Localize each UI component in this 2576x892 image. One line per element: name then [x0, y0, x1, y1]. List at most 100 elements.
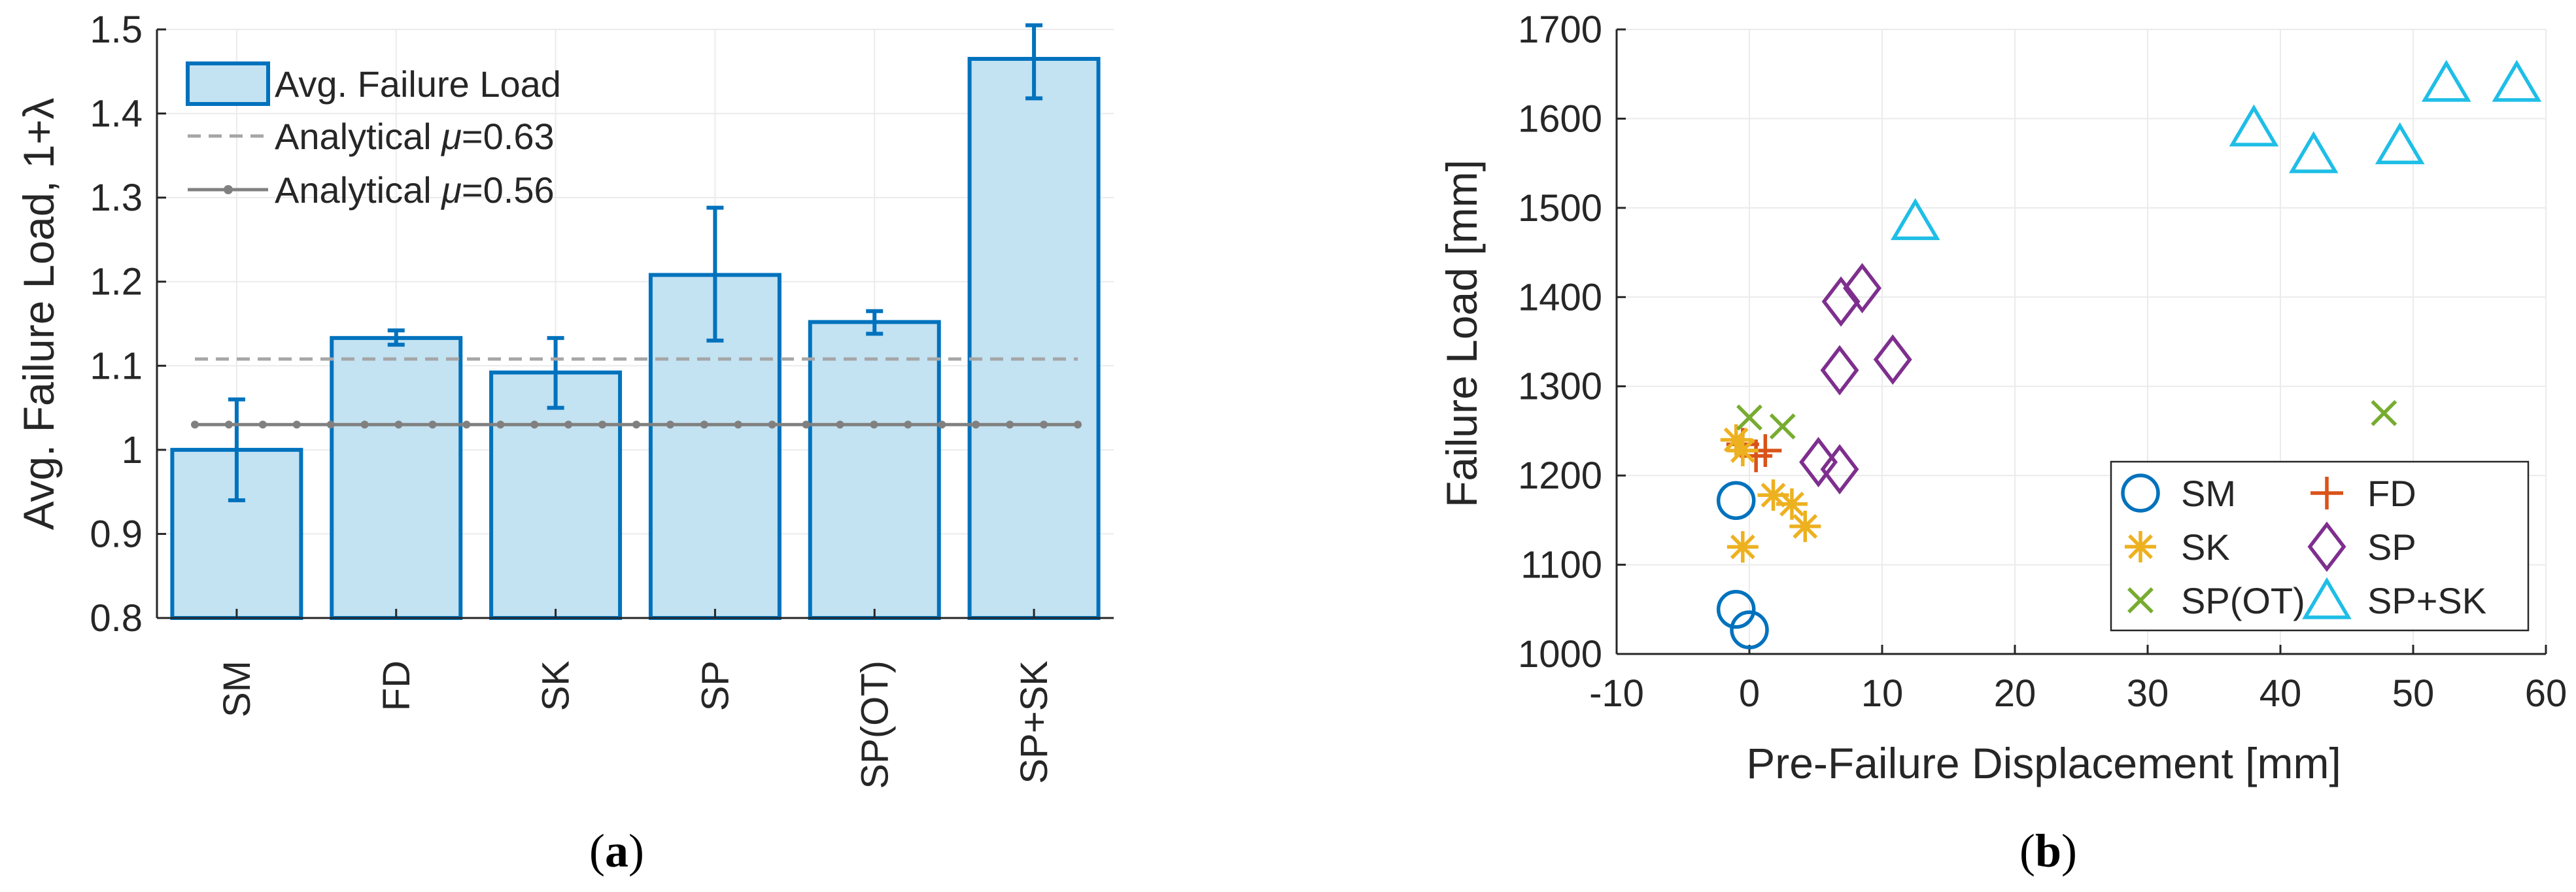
- marker-diamond: [1820, 444, 1859, 495]
- a-refline-dot: [292, 420, 301, 429]
- a-refline-dot: [802, 420, 810, 429]
- marker-stroke: [2371, 400, 2397, 426]
- b-x-tick-50: 50: [2392, 672, 2435, 715]
- marker-stroke: [1730, 534, 1755, 560]
- marker-diamond: [1820, 345, 1859, 396]
- b-x-tick-10: -10: [1589, 672, 1644, 715]
- marker-diamond: [1843, 263, 1882, 314]
- caption-a-close: ): [628, 825, 644, 877]
- b-legend-label-sm: SM: [2181, 473, 2236, 514]
- a-refline-dot: [326, 420, 335, 429]
- b-x-tick-30: 30: [2127, 672, 2169, 715]
- a-refline-dot: [632, 420, 640, 429]
- b-axes: [1615, 28, 2547, 655]
- a-legend-label-solid: Analytical μ=0.56: [275, 169, 555, 211]
- b-x-tick-20: 20: [1994, 672, 2036, 715]
- marker-triangle: [1890, 197, 1940, 241]
- marker-triangle: [2302, 577, 2352, 619]
- b-point-sp-sk-6: [2492, 60, 2542, 102]
- a-refline-dot: [496, 420, 505, 429]
- b-point-sp-ot-2: [1769, 413, 1796, 440]
- b-x-axis-label: Pre-Failure Displacement [mm]: [1746, 739, 2341, 787]
- b-x-tick-40: 40: [2259, 672, 2302, 715]
- a-refline-dot: [191, 420, 199, 429]
- a-y-tick-1-1: 1.1: [90, 345, 143, 387]
- b-y-tick-1600: 1600: [1518, 97, 1602, 140]
- a-bar-fd: [330, 335, 463, 620]
- a-refline-dot: [462, 420, 471, 429]
- a-x-tick-labels: SM FD SK SP SP(OT) SP+SK: [216, 660, 1056, 789]
- b-x-tick-labels: -10 0 10 20 30 40 50 60: [1589, 672, 2567, 715]
- a-legend-solid-value: =0.56: [462, 169, 555, 211]
- b-point-sp-ot-3: [2371, 400, 2397, 426]
- caption-a-letter: a: [605, 825, 628, 877]
- b-point-sp-sk-4: [2375, 122, 2425, 165]
- a-legend-label-dashed: Analytical μ=0.63: [275, 116, 555, 157]
- b-point-sp-6: [1873, 334, 1912, 385]
- a-x-tick-sm: SM: [216, 660, 258, 717]
- a-refline-dot: [1040, 420, 1048, 429]
- b-y-tick-1000: 1000: [1518, 633, 1602, 676]
- a-x-tick-sp-ot: SP(OT): [853, 660, 896, 789]
- b-legend-label-fd: FD: [2367, 473, 2416, 514]
- a-refline-dot: [768, 420, 776, 429]
- b-point-sk-6: [1789, 510, 1821, 542]
- b-point-sp-4: [1821, 276, 1861, 327]
- a-y-tick-1-3: 1.3: [90, 177, 143, 219]
- b-point-sp-2: [1820, 444, 1859, 495]
- caption-b: (b): [2019, 825, 2077, 877]
- b-legend-items: SM FD SK SP SP(OT) SP+SK: [2121, 473, 2486, 621]
- b-point-sp-sk-1: [1890, 197, 1940, 241]
- a-refline-dot: [904, 420, 912, 429]
- b-point-sm-3: [1730, 610, 1769, 649]
- a-legend-dashed-mu: μ: [440, 116, 462, 157]
- a-refline-dot: [360, 420, 369, 429]
- b-legend: SM FD SK SP SP(OT) SP+SK: [2110, 460, 2530, 632]
- marker-stroke: [1793, 513, 1818, 539]
- b-legend-marker-sm: [2121, 473, 2160, 513]
- a-legend-swatch-solid-dot: [224, 185, 233, 194]
- b-x-tick-10: 10: [1861, 672, 1904, 715]
- marker-stroke: [1760, 483, 1786, 508]
- marker-diamond: [1821, 276, 1861, 327]
- a-bar-sk: [489, 370, 623, 620]
- a-bars: [170, 57, 1101, 620]
- b-point-sp-sk-5: [2421, 60, 2471, 102]
- a-legend-solid-prefix: Analytical: [275, 169, 441, 211]
- b-legend-label-sk: SK: [2181, 526, 2230, 568]
- a-y-tick-1-2: 1.2: [90, 261, 143, 303]
- marker-circle: [1716, 590, 1756, 629]
- caption-a-open: (: [589, 825, 605, 877]
- a-y-tick-labels: 0.8 0.9 1 1.1 1.2 1.3 1.4 1.5: [90, 9, 143, 640]
- b-legend-marker-fd: [2310, 477, 2343, 509]
- b-legend-marker-sp-ot: [2127, 587, 2154, 613]
- b-point-sk-2: [1726, 434, 1759, 466]
- a-y-axis-label: Avg. Failure Load, 1+λ: [14, 97, 63, 530]
- b-points: [1716, 60, 2542, 649]
- a-y-tick-0-9: 0.9: [90, 513, 143, 555]
- b-legend-label-sp-sk: SP+SK: [2367, 580, 2486, 621]
- a-y-tick-1-4: 1.4: [90, 93, 143, 135]
- b-point-sp-3: [1820, 345, 1859, 396]
- a-axes: [156, 28, 1114, 619]
- marker-triangle: [2375, 122, 2425, 165]
- b-point-sp-ot-1: [1736, 404, 1762, 431]
- a-refline-dot: [258, 420, 267, 429]
- a-refline-dot: [734, 420, 742, 429]
- b-point-sp-1: [1799, 437, 1838, 488]
- b-y-tick-1400: 1400: [1518, 276, 1602, 318]
- marker-diamond: [1799, 437, 1838, 488]
- b-y-tick-labels: 1000 1100 1200 1300 1400 1500 1600 1700: [1518, 9, 1602, 676]
- a-x-tick-fd: FD: [375, 660, 418, 711]
- a-y-tick-0-8: 0.8: [90, 597, 143, 640]
- marker-stroke: [1779, 491, 1804, 517]
- b-y-axis-label: Failure Load [mm]: [1437, 160, 1486, 507]
- b-y-tick-1500: 1500: [1518, 187, 1602, 230]
- marker-stroke: [2128, 534, 2153, 559]
- b-y-tick-1200: 1200: [1518, 455, 1602, 497]
- marker-circle: [2121, 473, 2160, 513]
- b-legend-marker-sk: [2125, 531, 2156, 562]
- b-point-sm-2: [1716, 590, 1756, 629]
- b-point-sk-5: [1776, 488, 1808, 520]
